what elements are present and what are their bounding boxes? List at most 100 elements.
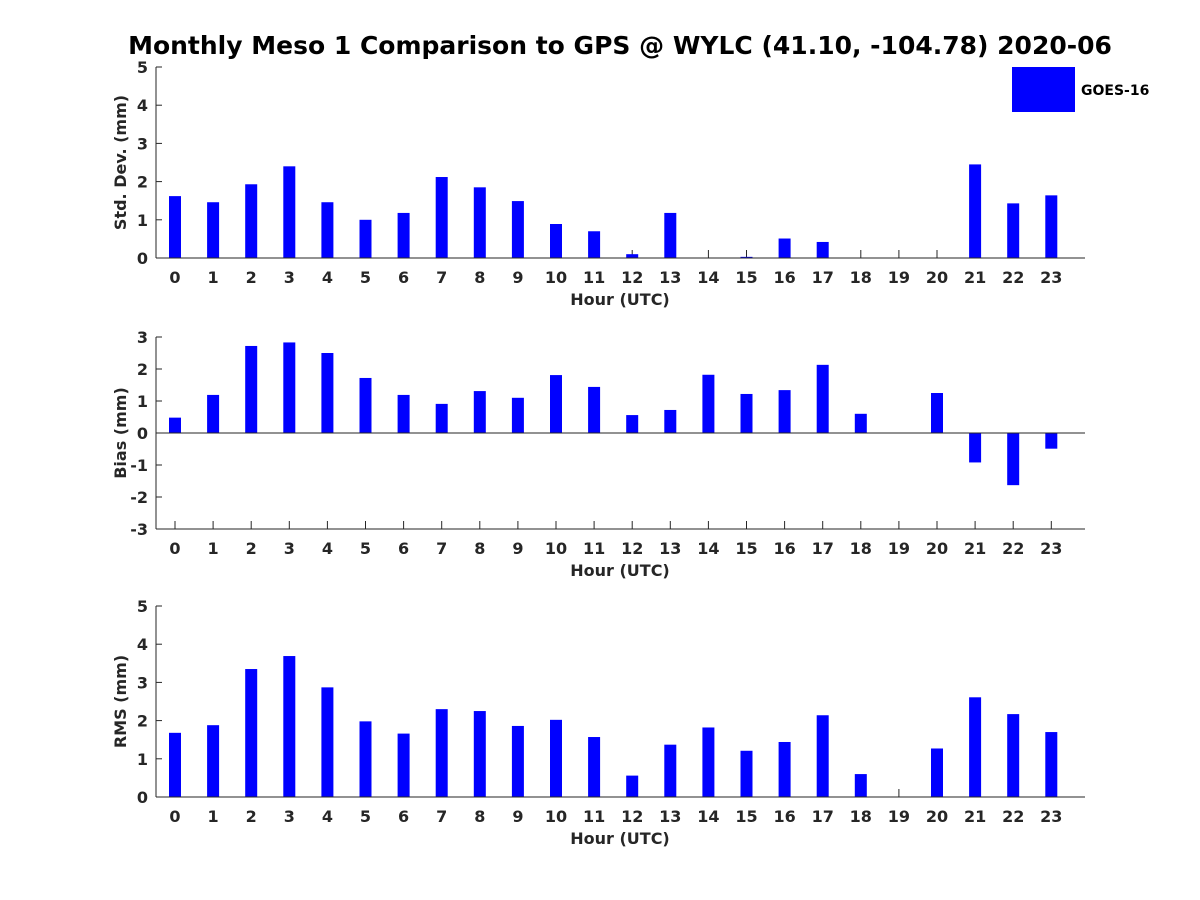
x-tick-label: 5 (360, 539, 371, 558)
y-tick-label: 3 (137, 328, 148, 347)
bar-hour-10 (550, 375, 562, 433)
bar-hour-5 (359, 219, 372, 258)
bar-hour-11 (588, 386, 601, 433)
bar-hour-13 (664, 744, 677, 797)
bar-hour-17 (816, 241, 829, 258)
legend: GOES-16 (1012, 67, 1149, 112)
x-tick-label: 23 (1040, 268, 1062, 287)
x-axis-label: Hour (UTC) (570, 290, 670, 309)
x-tick-label: 13 (659, 268, 681, 287)
y-axis-label: RMS (mm) (111, 655, 130, 748)
x-tick-label: 19 (888, 268, 910, 287)
y-tick-label: 4 (137, 635, 148, 654)
bar-hour-5 (359, 377, 372, 433)
x-tick-label: 3 (284, 539, 295, 558)
x-tick-label: 13 (659, 539, 681, 558)
x-tick-label: 23 (1040, 807, 1062, 826)
bar-hour-13 (664, 409, 677, 433)
bar-hour-1 (207, 394, 220, 433)
bar-hour-23 (1045, 433, 1058, 449)
bar-hour-4 (321, 353, 334, 433)
y-tick-label: 0 (137, 424, 148, 443)
bar-hour-12 (626, 254, 639, 258)
x-tick-label: 17 (812, 268, 834, 287)
bar-hour-6 (397, 212, 410, 258)
x-tick-label: 3 (284, 268, 295, 287)
x-tick-label: 0 (169, 268, 180, 287)
bar-hour-16 (778, 238, 791, 258)
x-tick-label: 7 (436, 807, 447, 826)
bar-hour-14 (702, 727, 715, 797)
x-tick-label: 20 (926, 268, 948, 287)
bar-hour-23 (1045, 195, 1058, 258)
y-tick-label: 1 (137, 750, 148, 769)
x-tick-label: 4 (322, 539, 333, 558)
x-tick-label: 19 (888, 807, 910, 826)
x-tick-label: 11 (583, 539, 605, 558)
bar-hour-12 (626, 775, 639, 797)
x-tick-label: 10 (545, 539, 567, 558)
bar-hour-22 (1007, 203, 1020, 258)
bar-hour-2 (245, 184, 258, 258)
y-tick-label: 5 (137, 58, 148, 77)
x-tick-label: 1 (208, 539, 219, 558)
x-tick-label: 21 (964, 539, 986, 558)
x-tick-label: 18 (850, 807, 872, 826)
x-tick-label: 21 (964, 268, 986, 287)
bar-hour-10 (550, 719, 562, 797)
bar-hour-2 (245, 345, 258, 433)
x-tick-label: 4 (322, 807, 333, 826)
bar-hour-10 (550, 224, 562, 258)
x-tick-label: 17 (812, 807, 834, 826)
bar-hour-21 (969, 697, 982, 797)
bar-hour-1 (207, 202, 220, 258)
x-tick-label: 5 (360, 268, 371, 287)
x-tick-label: 9 (512, 268, 523, 287)
x-tick-label: 14 (697, 807, 719, 826)
bar-hour-0 (169, 196, 181, 258)
y-tick-label: -3 (130, 520, 148, 539)
y-axis-label: Bias (mm) (111, 387, 130, 479)
x-tick-label: 11 (583, 807, 605, 826)
y-tick-label: 2 (137, 360, 148, 379)
bar-hour-4 (321, 687, 334, 797)
bar-hour-8 (473, 391, 486, 433)
y-tick-label: 3 (137, 673, 148, 692)
x-tick-label: 8 (474, 807, 485, 826)
y-tick-label: 2 (137, 173, 148, 192)
x-tick-label: 16 (773, 539, 795, 558)
x-tick-label: 20 (926, 807, 948, 826)
bar-hour-2 (245, 669, 258, 797)
bar-hour-15 (740, 393, 753, 433)
x-tick-label: 10 (545, 807, 567, 826)
x-tick-label: 22 (1002, 807, 1024, 826)
bar-hour-9 (511, 201, 524, 258)
bar-hour-1 (207, 725, 220, 797)
bar-hour-3 (283, 656, 296, 797)
x-tick-label: 0 (169, 539, 180, 558)
y-tick-label: 2 (137, 712, 148, 731)
bar-hour-7 (435, 403, 448, 433)
x-tick-label: 6 (398, 268, 409, 287)
bar-hour-6 (397, 733, 410, 797)
y-tick-label: 1 (137, 392, 148, 411)
x-tick-label: 22 (1002, 539, 1024, 558)
x-tick-label: 12 (621, 539, 643, 558)
x-axis-label: Hour (UTC) (570, 561, 670, 580)
x-tick-label: 21 (964, 807, 986, 826)
bar-hour-16 (778, 390, 791, 433)
y-tick-label: 4 (137, 96, 148, 115)
bar-hour-17 (816, 715, 829, 797)
legend-label: GOES-16 (1081, 83, 1149, 99)
x-tick-label: 2 (246, 807, 257, 826)
y-tick-label: 5 (137, 597, 148, 616)
x-tick-label: 15 (735, 539, 757, 558)
bar-hour-14 (702, 374, 715, 433)
bar-hour-21 (969, 164, 982, 258)
x-tick-label: 9 (512, 807, 523, 826)
x-tick-label: 15 (735, 807, 757, 826)
